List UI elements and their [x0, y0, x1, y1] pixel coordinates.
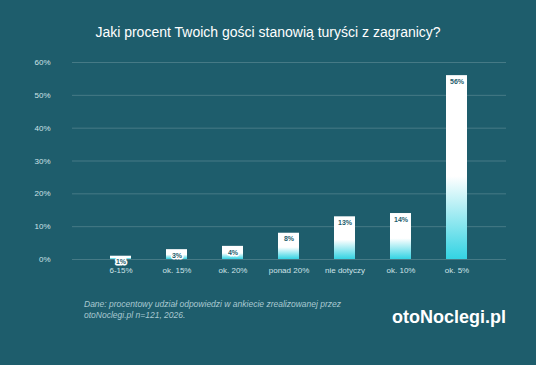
html-text:otoNoclegi.pl: otoNoclegi.pl [392, 307, 506, 327]
svg-text:40%: 40% [34, 124, 50, 133]
svg-text:1%: 1% [116, 258, 127, 265]
svg-text:20%: 20% [34, 189, 50, 198]
svg-text:ok. 15%: ok. 15% [163, 266, 192, 275]
svg-text:56%: 56% [450, 78, 465, 85]
svg-text:6-15%: 6-15% [109, 266, 132, 275]
svg-text:60%: 60% [34, 58, 50, 67]
svg-text:8%: 8% [284, 235, 295, 242]
html-text:Jaki procent Twoich gości stan: Jaki procent Twoich gości stanowią turyś… [95, 24, 441, 40]
svg-text:50%: 50% [34, 91, 50, 100]
svg-text:ok. 10%: ok. 10% [387, 266, 416, 275]
svg-text:13%: 13% [338, 219, 353, 226]
svg-text:30%: 30% [34, 157, 50, 166]
svg-text:ok. 5%: ok. 5% [445, 266, 469, 275]
svg-text:3%: 3% [172, 252, 183, 259]
svg-text:0%: 0% [39, 255, 51, 264]
svg-text:4%: 4% [228, 249, 239, 256]
svg-text:10%: 10% [34, 222, 50, 231]
svg-text:ponad 20%: ponad 20% [269, 266, 309, 275]
svg-text:nie dotyczy: nie dotyczy [325, 266, 365, 275]
html-text:Dane: procentowy udział odpowi: Dane: procentowy udział odpowiedzi w ank… [84, 299, 341, 321]
svg-text:14%: 14% [394, 216, 409, 223]
svg-text:ok. 20%: ok. 20% [219, 266, 248, 275]
